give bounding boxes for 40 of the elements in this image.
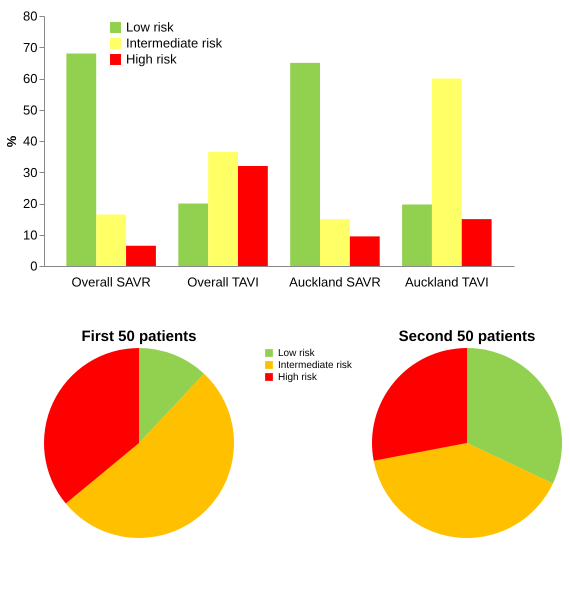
pie-slice [139, 348, 204, 443]
x-tick-label: Auckland SAVR [289, 274, 381, 290]
y-tick-label: 50 [23, 102, 38, 118]
y-tick-label: 10 [23, 227, 38, 242]
bar [96, 214, 126, 266]
y-tick-label: 20 [23, 196, 38, 211]
y-tick-label: 80 [23, 8, 38, 24]
legend-label: High risk [126, 52, 178, 66]
y-tick-label: 0 [30, 258, 38, 274]
bar [462, 219, 492, 266]
x-tick-label: Auckland TAVI [404, 274, 489, 290]
bar [178, 204, 208, 266]
legend-label: Intermediate risk [126, 36, 223, 50]
bar [432, 78, 462, 266]
bar [290, 62, 320, 266]
chart-title: Second 50 patients [398, 328, 536, 345]
pie-slice [374, 443, 553, 538]
y-tick-label: 70 [23, 40, 38, 55]
y-tick-label: 40 [23, 134, 38, 148]
pie-slice [44, 348, 139, 504]
y-tick-label: 30 [23, 164, 38, 180]
chart-title: First 50 patients [81, 328, 197, 345]
bar [320, 219, 350, 266]
pie-slice [467, 348, 562, 484]
pie-slice [66, 374, 234, 538]
bar [126, 246, 156, 266]
bar [238, 166, 268, 266]
pie-slice [372, 348, 467, 461]
y-tick-label: 60 [23, 71, 38, 86]
y-axis-title: % [4, 135, 20, 148]
bar [402, 204, 432, 266]
bar [350, 236, 380, 266]
legend-label: Low risk [278, 348, 316, 359]
legend-label: Intermediate risk [278, 360, 353, 371]
legend-label: High risk [278, 372, 318, 383]
legend-label: Low risk [126, 20, 174, 34]
x-tick-label: Overall SAVR [72, 274, 151, 290]
x-tick-label: Overall TAVI [187, 274, 259, 290]
bar [208, 152, 238, 266]
bar [66, 54, 96, 266]
